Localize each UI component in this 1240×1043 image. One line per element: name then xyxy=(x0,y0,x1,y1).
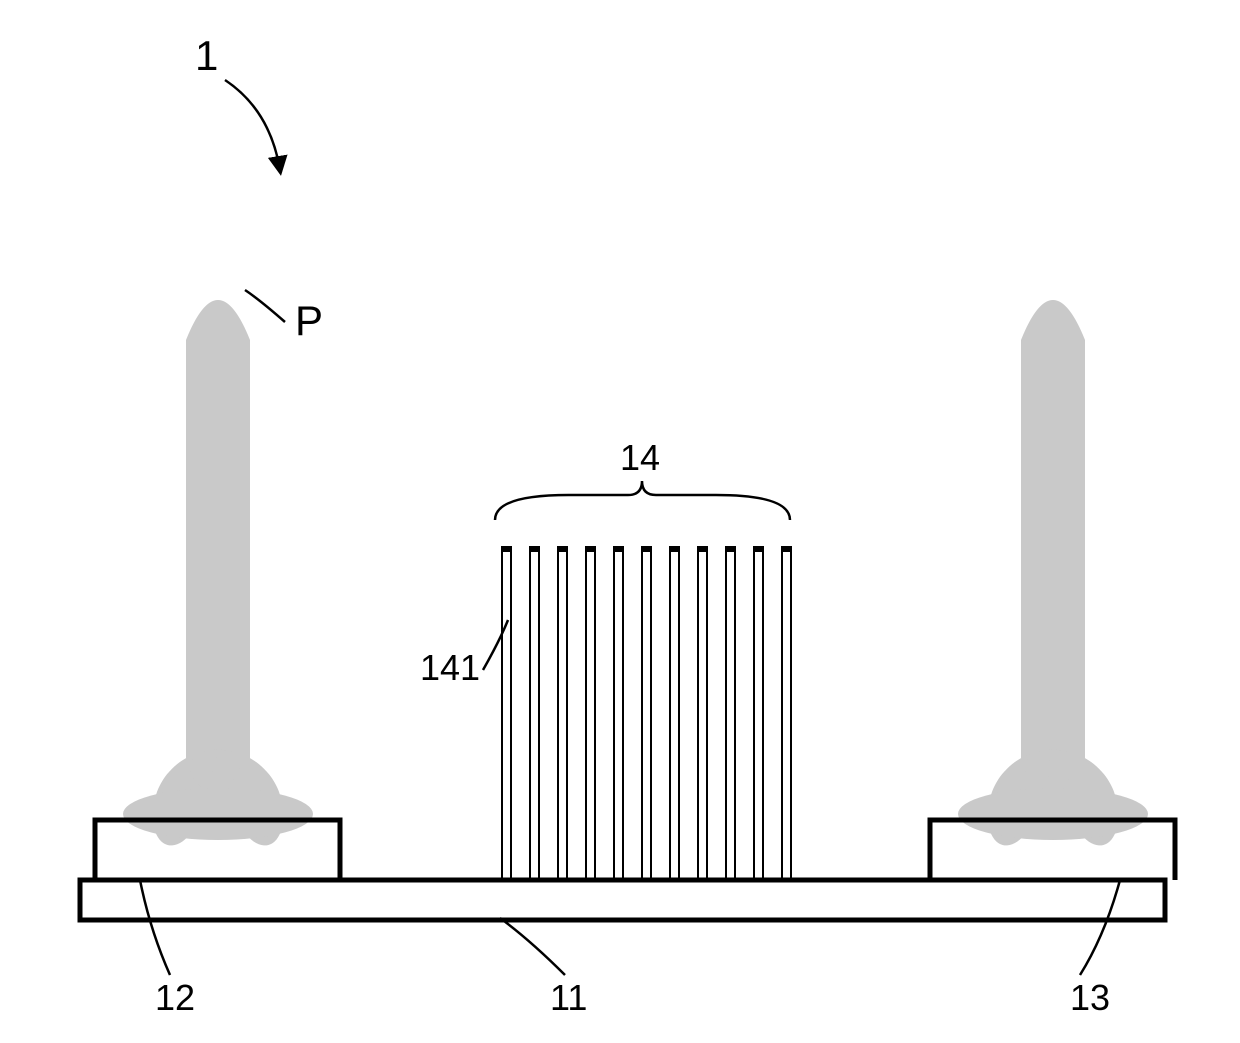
fin-bar xyxy=(502,550,511,880)
fin-bar xyxy=(726,550,735,880)
fin-bar xyxy=(586,550,595,880)
label-P: P xyxy=(295,297,323,344)
fin-bar xyxy=(754,550,763,880)
fin-array xyxy=(501,546,792,880)
fin-cap xyxy=(781,546,792,552)
fin-cap xyxy=(641,546,652,552)
fin-bar xyxy=(642,550,651,880)
label-12: 12 xyxy=(155,977,195,1018)
fin-cap xyxy=(501,546,512,552)
fin-bar xyxy=(530,550,539,880)
leader-P xyxy=(245,290,285,322)
label-141: 141 xyxy=(420,647,480,688)
leader-1 xyxy=(225,80,280,170)
leader-11 xyxy=(500,918,565,975)
fin-cap xyxy=(669,546,680,552)
fin-bar xyxy=(670,550,679,880)
base-slab xyxy=(80,880,1165,920)
fin-bar xyxy=(698,550,707,880)
fin-bar xyxy=(558,550,567,880)
fin-bar xyxy=(614,550,623,880)
label-14: 14 xyxy=(620,437,660,478)
fin-cap xyxy=(753,546,764,552)
leader-141 xyxy=(483,620,508,670)
plant-shape xyxy=(123,300,313,851)
fin-cap xyxy=(585,546,596,552)
label-1: 1 xyxy=(195,32,218,79)
brace-14 xyxy=(495,481,790,520)
plant-shape xyxy=(958,300,1148,851)
fin-cap xyxy=(697,546,708,552)
fin-cap xyxy=(529,546,540,552)
fin-cap xyxy=(613,546,624,552)
fin-cap xyxy=(557,546,568,552)
fin-cap xyxy=(725,546,736,552)
label-13: 13 xyxy=(1070,977,1110,1018)
label-11: 11 xyxy=(550,977,587,1018)
fin-bar xyxy=(782,550,791,880)
